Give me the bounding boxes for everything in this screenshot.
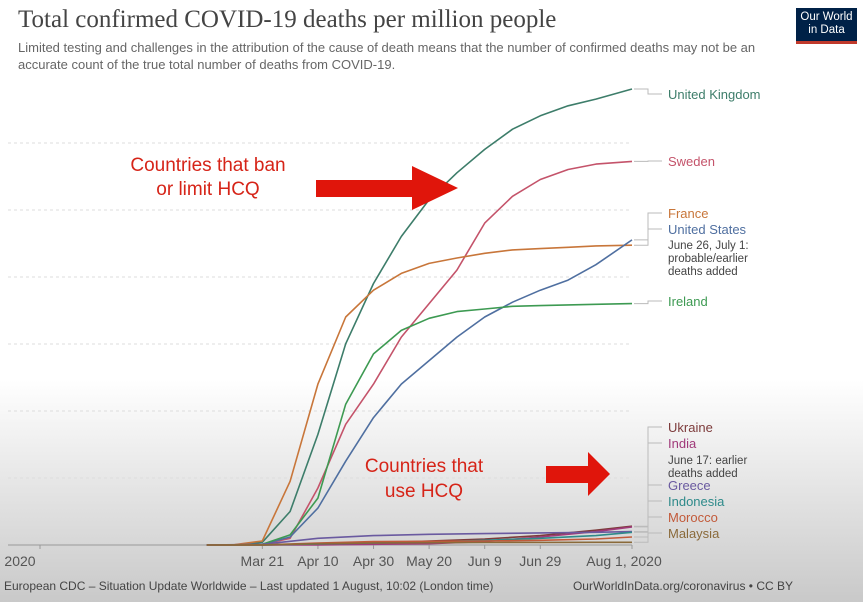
- x-tick-label: May 20: [406, 553, 452, 569]
- label-leader-line: [634, 516, 662, 538]
- series-label-malaysia: Malaysia: [668, 526, 720, 541]
- footer-link[interactable]: OurWorldInData.org/coronavirus • CC BY: [572, 579, 793, 593]
- x-tick-label: Mar 21: [241, 553, 285, 569]
- label-leader-line: [634, 88, 662, 95]
- series-line-ireland: [206, 302, 633, 546]
- logo-line-1: Our World: [800, 11, 853, 23]
- x-tick-label: Jun 29: [519, 553, 561, 569]
- x-tick-label: Jun 9: [468, 553, 502, 569]
- logo-accent-bar: [796, 41, 857, 44]
- series-label-france: France: [668, 206, 708, 221]
- annotation-note-india: June 17: earlier deaths added: [668, 455, 747, 480]
- chart-title: Total confirmed COVID-19 deaths per mill…: [18, 6, 557, 33]
- series-label-morocco: Morocco: [668, 510, 718, 525]
- label-leader-line: [634, 300, 662, 305]
- label-leader-line: [634, 228, 662, 241]
- label-leader-line: [634, 532, 662, 543]
- logo-line-2: in Data: [808, 24, 845, 36]
- series-label-ireland: Ireland: [668, 294, 708, 309]
- series-label-indonesia: Indonesia: [668, 494, 725, 509]
- series-line-malaysia: [206, 541, 632, 546]
- series-lines: [206, 88, 633, 546]
- use-hcq-label-line-1: Countries that: [365, 456, 484, 477]
- series-label-sweden: Sweden: [668, 154, 715, 169]
- ban-hcq-label-line-1: Countries that ban: [130, 155, 285, 176]
- chart-subtitle: Limited testing and challenges in the at…: [18, 40, 756, 72]
- series-line-united-states: [206, 239, 633, 546]
- use-arrow-icon: [546, 452, 610, 496]
- series-label-ukraine: Ukraine: [668, 420, 713, 435]
- ban-hcq-label-line-2: or limit HCQ: [156, 179, 259, 200]
- series-label-india: India: [668, 436, 697, 451]
- x-axis-ticks: 2020 Mar 21 Apr 10 Apr 30 May 20 Jun 9 Jun 29 A…: [4, 545, 662, 569]
- use-hcq-label-line-2: use HCQ: [385, 481, 463, 502]
- series-label-united-states: United States: [668, 222, 747, 237]
- series-line-france: [206, 244, 633, 546]
- annotation-note-us-france: June 26, July 1: probable/earlier deaths a…: [668, 240, 749, 278]
- series-label-united-kingdom: United Kingdom: [668, 87, 761, 102]
- footer-source: European CDC – Situation Update Worldwid…: [4, 579, 494, 593]
- ban-arrow-icon: [316, 166, 458, 210]
- x-tick-label: 2020: [4, 553, 35, 569]
- owid-logo[interactable]: Our World in Data: [796, 8, 857, 44]
- series-label-greece: Greece: [668, 478, 711, 493]
- series-line-united-kingdom: [206, 88, 633, 546]
- x-tick-label: Apr 30: [353, 553, 394, 569]
- x-tick-label: Aug 1, 2020: [586, 553, 662, 569]
- x-tick-label: Apr 10: [297, 553, 338, 569]
- series-line-greece: [206, 530, 633, 546]
